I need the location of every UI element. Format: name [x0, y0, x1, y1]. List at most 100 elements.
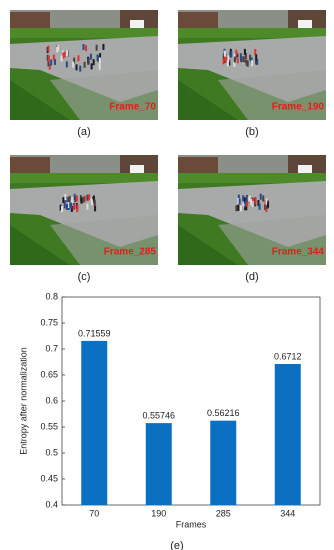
person	[245, 59, 248, 66]
bar	[210, 420, 237, 505]
y-axis-label: Entropy after normalization	[18, 347, 28, 455]
frame-label: Frame_285	[104, 247, 157, 258]
person	[98, 63, 101, 70]
person	[237, 204, 240, 211]
y-tick-label: 0.5	[45, 447, 58, 457]
y-tick-label: 0.45	[40, 473, 58, 483]
person	[53, 58, 56, 65]
frame-label: Frame_190	[272, 102, 325, 113]
x-axis-label: Frames	[176, 519, 207, 529]
person	[71, 196, 74, 203]
person	[233, 60, 236, 67]
person	[251, 197, 254, 204]
person	[242, 195, 245, 202]
person	[70, 202, 73, 209]
person	[236, 53, 239, 60]
person	[254, 49, 257, 56]
person	[86, 194, 89, 201]
panel-caption: (a)	[77, 126, 90, 138]
person	[47, 45, 50, 52]
person	[259, 193, 262, 200]
person	[238, 198, 241, 205]
person	[48, 63, 51, 70]
person	[243, 197, 246, 204]
person	[98, 57, 101, 64]
frame-label: Frame_70	[109, 102, 156, 113]
person	[267, 201, 270, 208]
person	[93, 199, 96, 206]
person	[236, 57, 239, 64]
x-tick-label: 70	[89, 508, 99, 518]
person	[239, 205, 242, 212]
panel-caption: (d)	[245, 271, 258, 283]
person	[50, 59, 53, 66]
person	[235, 49, 238, 56]
person	[222, 53, 225, 60]
y-tick-label: 0.75	[40, 317, 58, 327]
value-label: 0.71559	[78, 328, 111, 338]
person	[63, 202, 66, 209]
person	[85, 45, 88, 52]
person	[254, 197, 257, 204]
person	[88, 194, 91, 201]
person	[251, 200, 254, 207]
person	[222, 58, 225, 65]
person	[91, 199, 94, 206]
person	[96, 54, 99, 61]
person	[240, 56, 243, 63]
y-tick-label: 0.6	[45, 395, 58, 405]
person	[233, 56, 236, 63]
person	[67, 202, 70, 209]
person	[47, 55, 50, 62]
person	[90, 63, 93, 70]
bar	[145, 423, 172, 505]
person	[64, 194, 67, 201]
person	[86, 203, 89, 210]
person	[230, 51, 233, 58]
person	[68, 195, 71, 202]
y-tick-label: 0.8	[45, 291, 58, 301]
person	[66, 50, 69, 57]
person	[73, 57, 76, 64]
person	[94, 205, 97, 212]
value-label: 0.56216	[207, 408, 240, 418]
person	[62, 197, 65, 204]
person	[258, 203, 261, 210]
person	[226, 57, 229, 64]
person	[246, 200, 249, 207]
person	[226, 60, 229, 67]
x-tick-label: 190	[151, 508, 166, 518]
person	[243, 48, 246, 55]
person	[63, 51, 66, 58]
person	[65, 203, 68, 210]
person	[102, 43, 105, 50]
person	[237, 194, 240, 201]
person	[223, 50, 226, 57]
person	[65, 61, 68, 68]
person	[56, 46, 59, 53]
person	[82, 196, 85, 203]
person	[265, 198, 268, 205]
value-label: 0.55746	[142, 410, 175, 420]
person	[47, 60, 50, 67]
person	[70, 199, 73, 206]
frame-label: Frame_344	[272, 247, 325, 258]
photo-panels: Frame_70 (a) Frame_190 (b) Frame_285 (c) Frame…	[10, 10, 326, 283]
panel-caption: (b)	[245, 126, 258, 138]
value-label: 0.6712	[274, 351, 302, 361]
person	[67, 196, 70, 203]
person	[83, 61, 86, 68]
person	[63, 197, 66, 204]
person	[224, 55, 227, 62]
person	[244, 53, 247, 60]
person	[235, 205, 238, 212]
chart-caption: (e)	[170, 540, 183, 550]
bar	[81, 340, 108, 505]
bar-chart: (e) Frames Entropy after normalization 0…	[18, 291, 321, 550]
person	[76, 206, 79, 213]
y-tick-label: 0.55	[40, 421, 58, 431]
person	[87, 58, 90, 65]
person	[237, 198, 240, 205]
person	[52, 54, 55, 61]
